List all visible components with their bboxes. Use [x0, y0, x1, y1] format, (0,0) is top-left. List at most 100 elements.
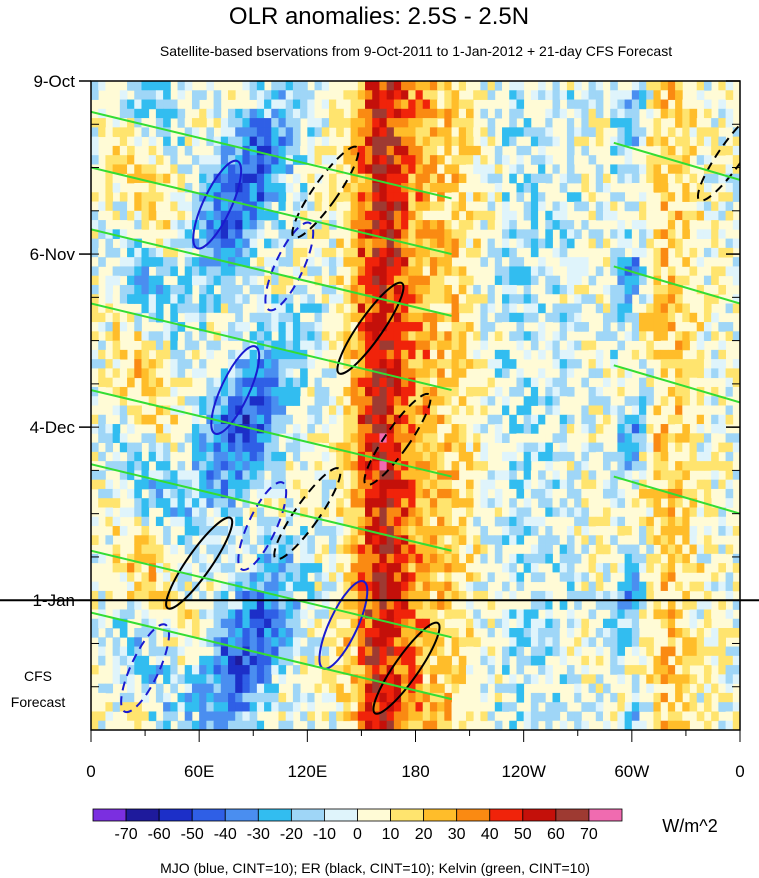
heat-cell [408, 210, 416, 221]
heat-cell [184, 359, 193, 369]
heat-cell [480, 618, 489, 629]
heat-cell [155, 377, 164, 388]
heat-cell [631, 182, 640, 193]
heat-cell [545, 433, 553, 443]
heat-cell [718, 488, 726, 499]
heat-cell [487, 81, 496, 91]
heat-cell [566, 451, 575, 462]
heat-cell [703, 581, 712, 592]
heat-cell [631, 220, 640, 230]
heat-cell [538, 136, 546, 147]
heat-cell [372, 201, 380, 212]
heat-cell [703, 692, 712, 703]
heat-cell [660, 692, 669, 703]
heat-cell [206, 424, 214, 434]
heat-cell [682, 331, 690, 341]
heat-cell [725, 405, 734, 416]
heat-cell [732, 257, 740, 267]
heat-cell [249, 359, 258, 369]
heat-cell [422, 526, 431, 536]
heat-cell [653, 303, 662, 314]
heat-cell [624, 572, 633, 583]
heat-cell [422, 182, 431, 193]
heat-cell [191, 451, 200, 462]
heat-cell [141, 90, 150, 100]
heat-cell [639, 266, 647, 277]
heat-cell [170, 99, 178, 110]
heat-cell [458, 108, 467, 119]
heat-cell [566, 220, 575, 230]
heat-cell [163, 526, 171, 536]
heat-cell [393, 470, 402, 481]
heat-cell [696, 442, 705, 453]
heat-cell [148, 81, 157, 91]
heat-cell [235, 563, 243, 573]
heat-cell [444, 590, 452, 601]
heat-cell [365, 396, 373, 406]
heat-cell [725, 572, 734, 583]
heat-cell [105, 535, 114, 545]
heat-cell [141, 600, 150, 610]
heat-cell [365, 247, 373, 258]
heat-cell [566, 349, 575, 360]
heat-cell [602, 182, 611, 193]
heat-cell [574, 99, 582, 110]
heat-cell [155, 655, 164, 666]
heat-cell [624, 136, 633, 147]
heat-cell [300, 396, 308, 406]
heat-cell [667, 201, 676, 212]
heat-cell [458, 229, 467, 240]
heat-cell [336, 572, 344, 583]
heat-cell [408, 590, 416, 601]
heat-cell [610, 349, 618, 360]
heat-cell [509, 553, 517, 564]
heat-cell [718, 266, 726, 277]
heat-cell [321, 201, 330, 212]
heat-cell [350, 526, 359, 536]
heat-cell [213, 720, 222, 730]
heat-cell [228, 396, 236, 406]
heat-cell [285, 637, 294, 647]
heat-cell [170, 322, 178, 332]
heat-cell [631, 461, 640, 471]
heat-cell [307, 442, 315, 453]
heat-cell [401, 284, 409, 295]
heat-cell [134, 257, 142, 267]
heat-cell [473, 303, 481, 314]
heat-cell [588, 210, 597, 221]
heat-cell [458, 173, 467, 184]
heat-cell [199, 683, 207, 694]
heat-cell [509, 173, 517, 184]
heat-cell [271, 192, 279, 202]
heat-cell [91, 711, 99, 722]
heat-cell [458, 396, 467, 406]
heat-cell [494, 349, 503, 360]
heat-cell [703, 674, 712, 685]
heat-cell [307, 683, 315, 694]
heat-cell [602, 284, 611, 295]
heat-cell [228, 368, 236, 379]
heat-cell [300, 368, 308, 379]
heat-cell [523, 136, 532, 147]
heat-cell [91, 535, 99, 545]
heat-cell [530, 275, 539, 286]
heat-cell [206, 127, 214, 138]
heat-cell [242, 340, 251, 351]
heat-cell [458, 609, 467, 620]
heat-cell [588, 396, 597, 406]
heat-cell [141, 182, 150, 193]
heat-cell [465, 470, 474, 481]
heat-cell [278, 711, 287, 722]
heat-cell [732, 646, 740, 657]
heat-cell [711, 266, 719, 277]
heat-cell [264, 108, 272, 119]
heat-cell [487, 377, 496, 388]
heat-cell [372, 702, 380, 712]
heat-cell [617, 702, 626, 712]
heat-cell [213, 303, 222, 314]
heat-cell [617, 451, 626, 462]
heat-cell [660, 442, 669, 453]
heat-cell [566, 312, 575, 323]
heat-cell [292, 618, 301, 629]
heat-cell [437, 544, 445, 555]
